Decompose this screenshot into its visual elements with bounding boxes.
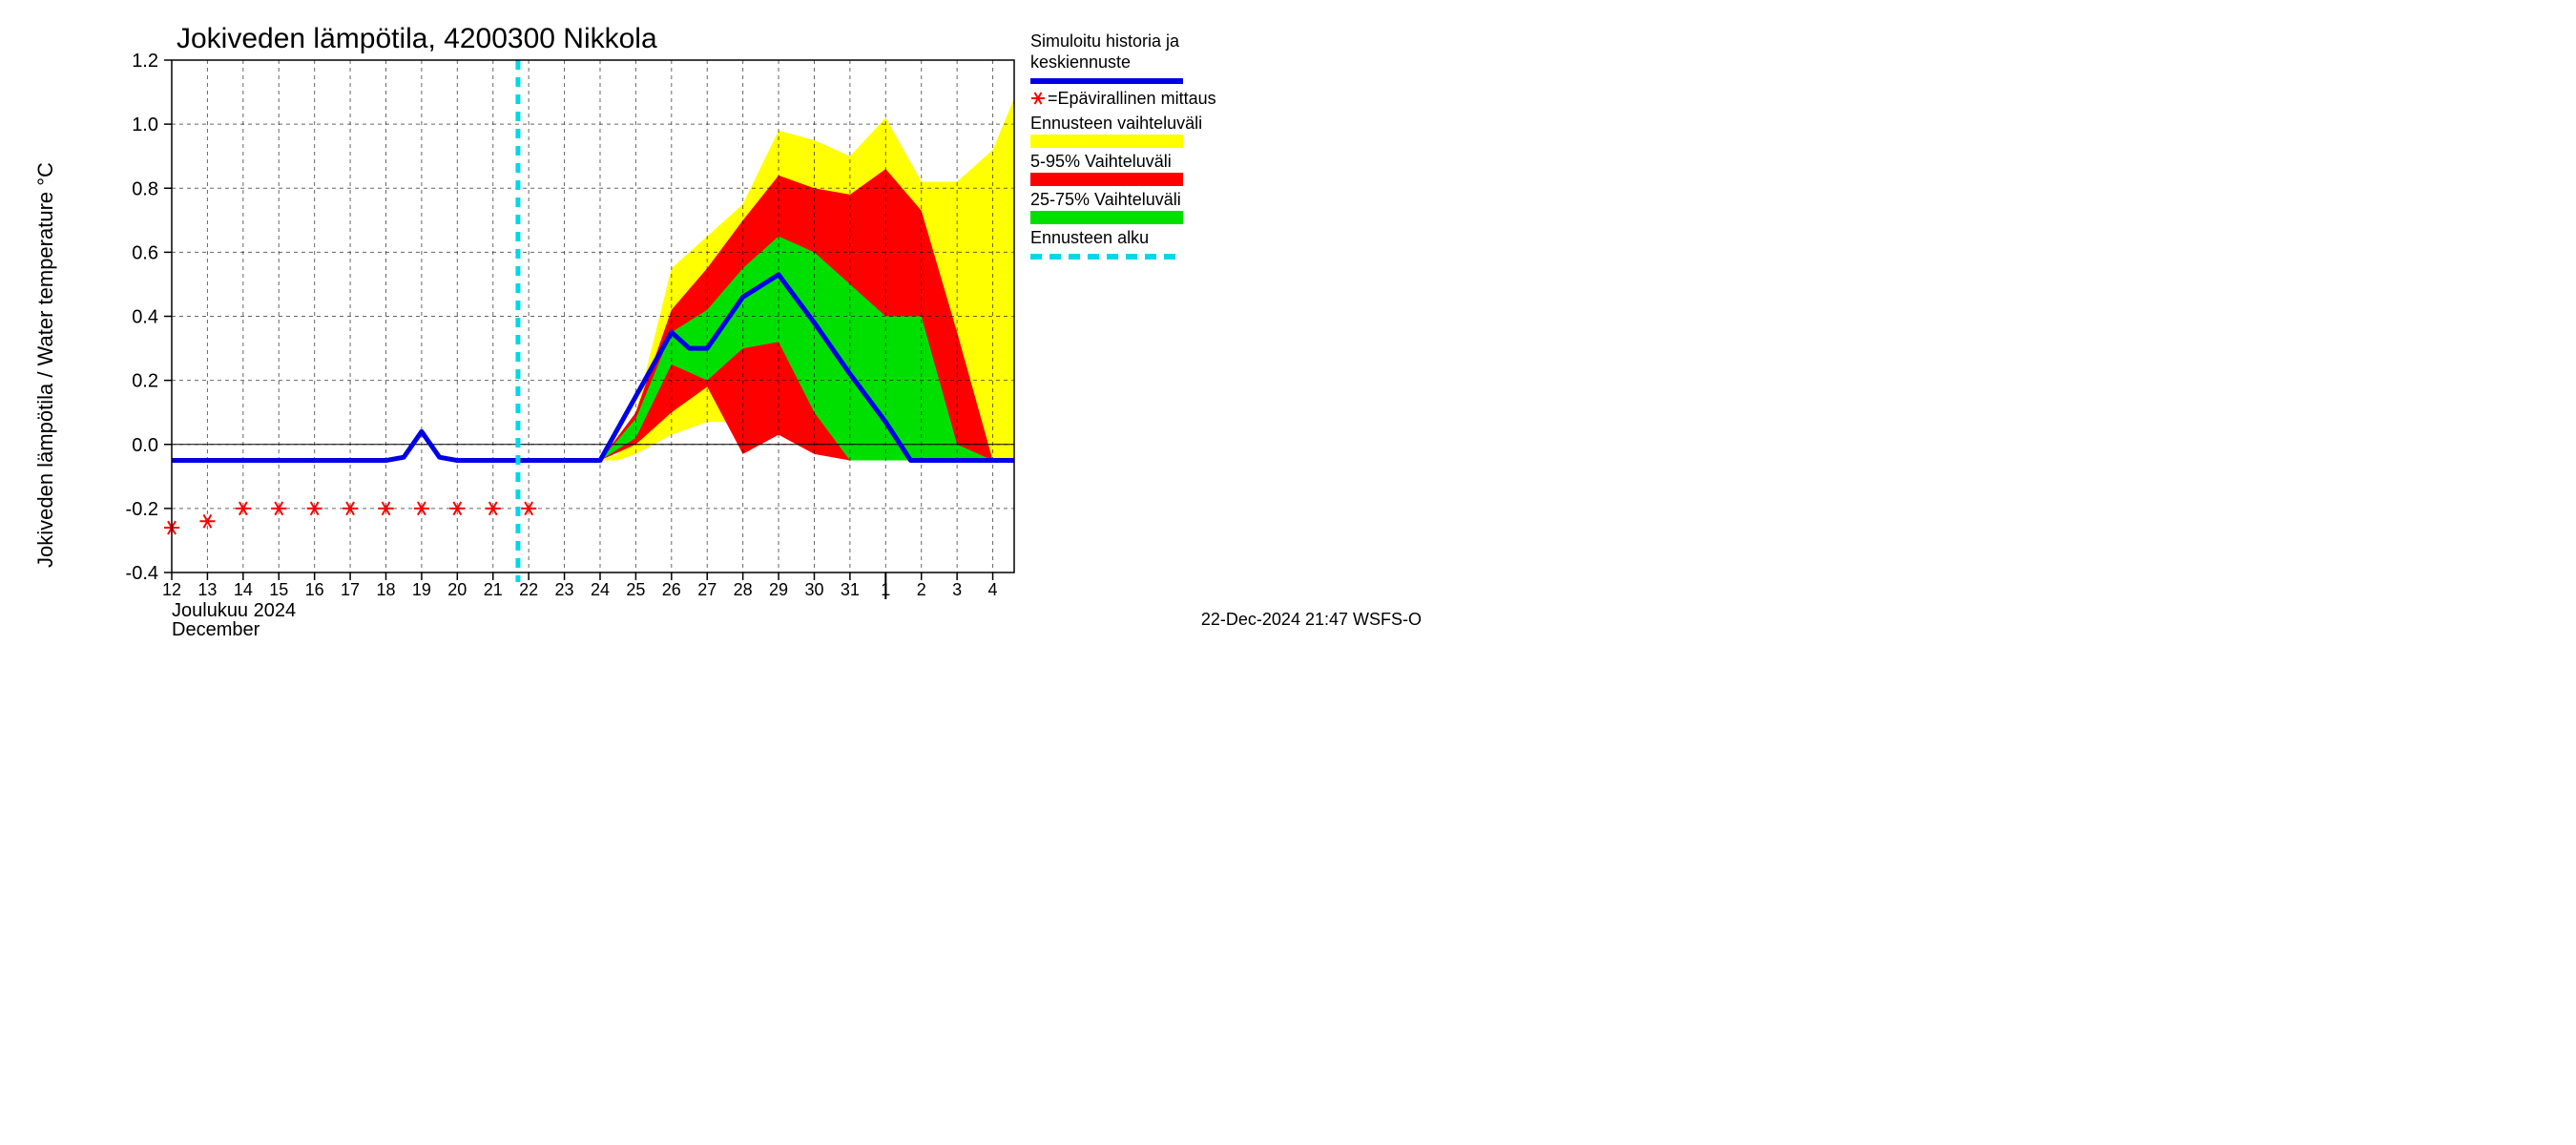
x-tick-label: 21 (484, 580, 503, 599)
x-tick-label: 15 (269, 580, 288, 599)
x-tick-label: 25 (626, 580, 645, 599)
y-tick-label: 0.2 (132, 371, 158, 392)
legend-text: 25-75% Vaihteluväli (1030, 190, 1181, 209)
legend-swatch (1030, 173, 1183, 186)
legend-text: Simuloitu historia ja (1030, 31, 1180, 51)
x-tick-label: 28 (734, 580, 753, 599)
x-tick-label: 30 (804, 580, 823, 599)
legend-text: =Epävirallinen mittaus (1048, 89, 1216, 108)
x-tick-label: 4 (988, 580, 998, 599)
x-tick-label: 3 (952, 580, 962, 599)
x-tick-label: 20 (447, 580, 467, 599)
y-tick-label: 0.4 (132, 307, 158, 328)
x-tick-label: 18 (376, 580, 395, 599)
y-axis-label: Jokiveden lämpötila / Water temperature … (33, 162, 57, 568)
x-month-label-1: Joulukuu 2024 (172, 600, 296, 621)
legend-text: Ennusteen alku (1030, 228, 1149, 247)
x-tick-label: 31 (841, 580, 860, 599)
legend-swatch (1030, 135, 1183, 148)
x-tick-label: 16 (305, 580, 324, 599)
y-tick-label: -0.2 (126, 499, 158, 520)
x-tick-label: 22 (519, 580, 538, 599)
legend-text: Ennusteen vaihteluväli (1030, 114, 1202, 133)
x-tick-label: 2 (917, 580, 926, 599)
x-tick-label: 26 (662, 580, 681, 599)
x-tick-label: 27 (697, 580, 717, 599)
y-tick-label: 0.8 (132, 178, 158, 199)
y-tick-label: 0.6 (132, 242, 158, 263)
legend-text: keskiennuste (1030, 52, 1131, 72)
y-tick-label: 1.2 (132, 51, 158, 72)
x-tick-label: 29 (769, 580, 788, 599)
legend-swatch (1030, 211, 1183, 224)
x-tick-label: 13 (197, 580, 217, 599)
x-tick-label: 14 (234, 580, 253, 599)
x-tick-label: 24 (591, 580, 610, 599)
y-tick-label: 0.0 (132, 435, 158, 456)
y-tick-label: 1.0 (132, 114, 158, 135)
legend-text: 5-95% Vaihteluväli (1030, 152, 1172, 171)
chart-title: Jokiveden lämpötila, 4200300 Nikkola (177, 23, 657, 54)
x-tick-label: 23 (555, 580, 574, 599)
footer-timestamp: 22-Dec-2024 21:47 WSFS-O (1201, 610, 1422, 629)
x-tick-label: 12 (162, 580, 181, 599)
x-tick-label: 19 (412, 580, 431, 599)
y-tick-label: -0.4 (126, 563, 158, 584)
x-tick-label: 17 (341, 580, 360, 599)
x-month-label-2: December (172, 619, 260, 636)
